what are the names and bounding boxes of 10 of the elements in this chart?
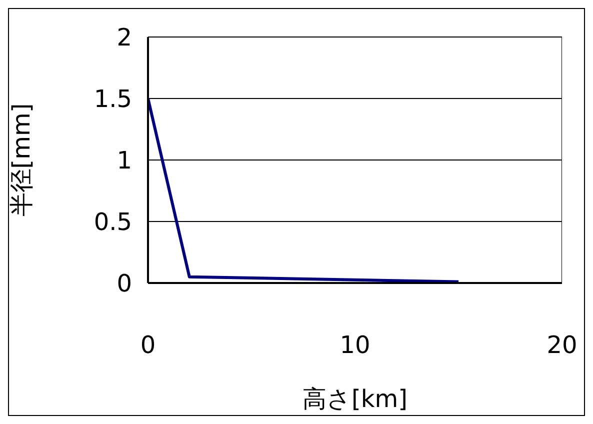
x-tick-label: 20: [546, 331, 578, 360]
y-tick-label: 1.5: [94, 85, 132, 114]
y-axis-title: 半径[mm]: [8, 103, 36, 217]
x-tick-label: 10: [340, 331, 370, 360]
x-tick-label: 0: [140, 331, 156, 360]
x-axis-title: 高さ[km]: [302, 385, 408, 413]
y-tick-label: 0: [116, 270, 132, 298]
y-tick-label: 2: [116, 24, 132, 52]
y-tick-label: 0.5: [94, 208, 132, 236]
y-tick-label: 1: [116, 146, 132, 175]
